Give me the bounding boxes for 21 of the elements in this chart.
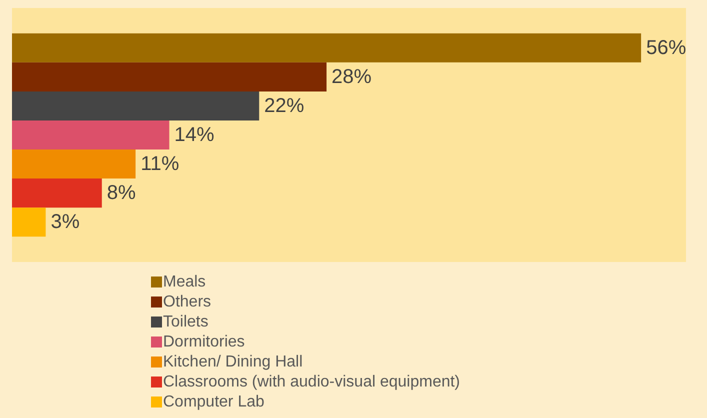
data-label: 8%	[106, 182, 136, 204]
legend-label: Kitchen/ Dining Hall	[163, 354, 303, 370]
data-label: 11%	[140, 153, 180, 176]
bar	[12, 62, 327, 92]
bar	[12, 208, 46, 237]
legend-label: Classrooms (with audio-visual equipment)	[163, 374, 460, 390]
bar	[12, 33, 642, 62]
bar	[12, 150, 136, 179]
data-label: 56%	[646, 36, 686, 59]
legend-label: Dormitories	[163, 334, 245, 350]
legend-label: Computer Lab	[163, 394, 264, 410]
data-label: 3%	[50, 211, 80, 234]
data-label: 14%	[174, 124, 215, 146]
legend-label: Toilets	[163, 314, 208, 330]
legend-label: Others	[163, 294, 212, 310]
data-label: 28%	[332, 66, 372, 88]
bar	[12, 91, 260, 120]
legend-label: Meals	[163, 274, 206, 290]
data-label: 22%	[264, 94, 304, 117]
bar	[12, 178, 102, 208]
bar	[12, 120, 170, 150]
